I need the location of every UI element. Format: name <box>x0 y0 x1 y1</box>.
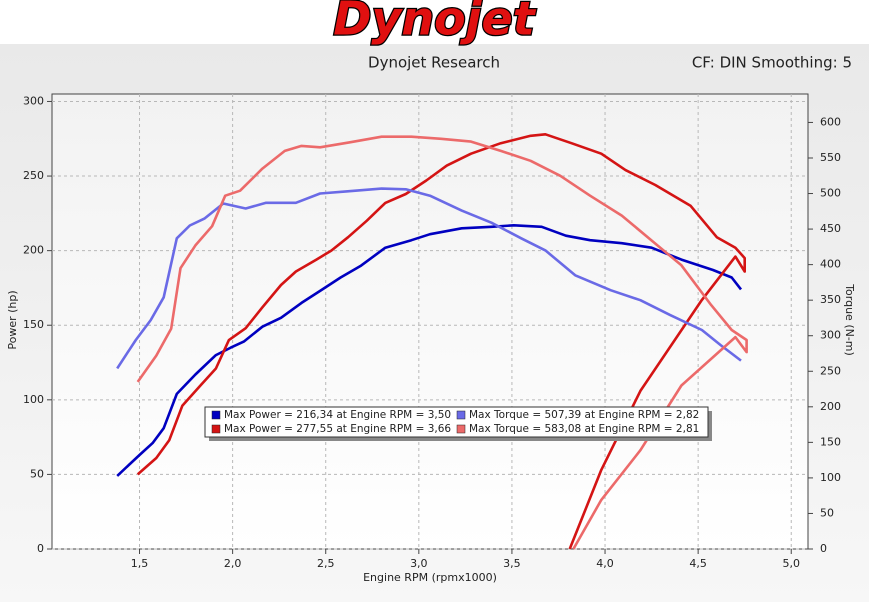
y2-tick-label: 200 <box>820 400 841 413</box>
x-tick-label: 2,0 <box>224 557 242 570</box>
series-line <box>136 135 748 550</box>
y2-tick-label: 300 <box>820 329 841 342</box>
legend-label: Max Torque = 583,08 at Engine RPM = 2,81 <box>469 423 699 435</box>
legend <box>204 406 709 438</box>
y2-tick-label: 450 <box>820 222 841 235</box>
y-tick-label: 100 <box>23 393 44 406</box>
y2-tick-label: 150 <box>820 435 841 448</box>
plot-area <box>51 93 809 550</box>
y2-axis-label: Torque (N-m) <box>843 283 856 356</box>
x-tick-label: 4,0 <box>596 557 614 570</box>
y2-tick-label: 550 <box>820 151 841 164</box>
y-tick-label: 300 <box>23 94 44 107</box>
x-tick-label: 2,5 <box>317 557 335 570</box>
x-tick-label: 4,5 <box>689 557 707 570</box>
y-axis-label: Power (hp) <box>6 290 19 349</box>
series-line <box>136 133 746 550</box>
y2-tick-label: 0 <box>820 542 827 555</box>
y2-tick-label: 250 <box>820 364 841 377</box>
info: CF: DIN Smoothing: 5 <box>692 54 852 72</box>
x-tick-label: 1,5 <box>131 557 149 570</box>
y-tick-label: 250 <box>23 169 44 182</box>
legend-swatch <box>211 410 221 420</box>
logo: Dynojet <box>333 0 536 46</box>
y-tick-label: 200 <box>23 244 44 257</box>
y2-tick-label: 500 <box>820 187 841 200</box>
series-line <box>116 224 743 477</box>
x-tick-label: 3,5 <box>503 557 521 570</box>
series-line <box>116 187 742 370</box>
title: Dynojet Research <box>368 54 500 72</box>
y2-tick-label: 350 <box>820 293 841 306</box>
x-axis-label: Engine RPM (rpmx1000) <box>363 571 497 584</box>
x-tick-label: 3,0 <box>410 557 428 570</box>
y-tick-label: 150 <box>23 318 44 331</box>
y2-tick-label: 600 <box>820 115 841 128</box>
legend-label: Max Power = 216,34 at Engine RPM = 3,50 <box>224 409 451 421</box>
legend-swatch <box>456 424 466 434</box>
legend-swatch <box>211 424 221 434</box>
y-tick-label: 0 <box>37 542 44 555</box>
y2-tick-label: 400 <box>820 258 841 271</box>
y2-tick-label: 50 <box>820 506 834 519</box>
x-tick-label: 5,0 <box>782 557 800 570</box>
legend-swatch <box>456 410 466 420</box>
legend-label: Max Power = 277,55 at Engine RPM = 3,66 <box>224 423 451 435</box>
y-tick-label: 50 <box>30 467 44 480</box>
y2-tick-label: 100 <box>820 471 841 484</box>
legend-label: Max Torque = 507,39 at Engine RPM = 2,82 <box>469 409 699 421</box>
